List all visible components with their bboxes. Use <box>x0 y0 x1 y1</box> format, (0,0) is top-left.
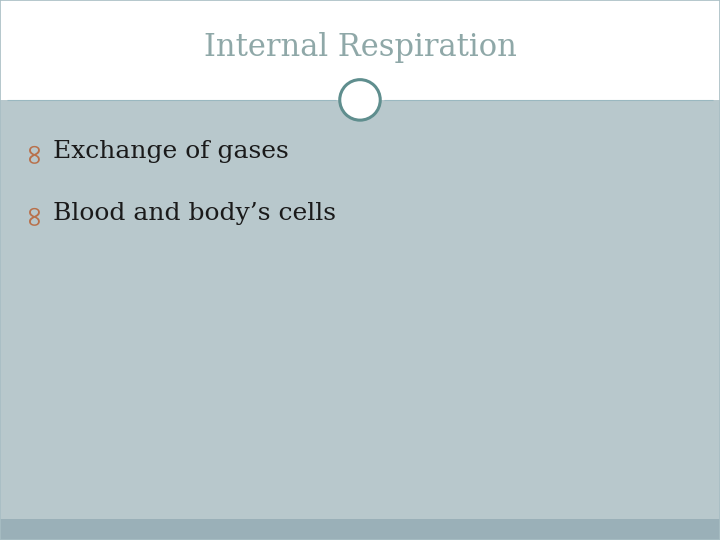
Text: ∞: ∞ <box>18 201 46 225</box>
Ellipse shape <box>340 80 380 120</box>
Text: ∞: ∞ <box>18 139 46 163</box>
Bar <box>0 519 720 540</box>
Bar <box>0 0 720 100</box>
Bar <box>0 100 720 519</box>
Text: Exchange of gases: Exchange of gases <box>53 140 288 163</box>
Text: Internal Respiration: Internal Respiration <box>204 32 516 64</box>
Text: Blood and body’s cells: Blood and body’s cells <box>53 202 336 225</box>
